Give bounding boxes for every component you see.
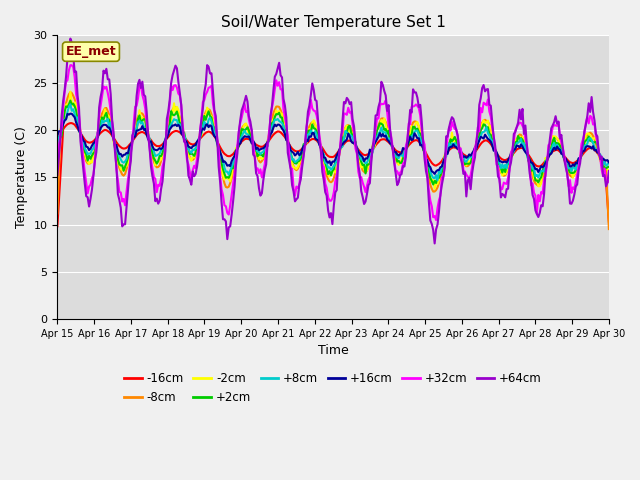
-8cm [448,135,456,141]
+2cm [449,137,457,143]
+64cm [74,93,81,98]
-2cm [67,89,74,95]
Y-axis label: Temperature (C): Temperature (C) [15,126,28,228]
+2cm [429,181,437,187]
-16cm [605,219,612,225]
-2cm [54,146,61,152]
-16cm [530,161,538,167]
Line: +64cm: +64cm [58,38,609,243]
Line: -8cm: -8cm [58,92,609,229]
+64cm [604,180,611,186]
-2cm [91,147,99,153]
+64cm [532,207,540,213]
+8cm [54,143,61,149]
-16cm [67,120,74,126]
+64cm [605,168,612,174]
+32cm [54,163,61,168]
+32cm [339,129,346,135]
+16cm [67,111,74,117]
+16cm [431,171,438,177]
-8cm [74,111,81,117]
+16cm [532,166,540,172]
+2cm [54,142,61,147]
-8cm [605,226,612,232]
-8cm [91,146,99,152]
Legend: -16cm, -8cm, -2cm, +2cm, +8cm, +16cm, +32cm, +64cm: -16cm, -8cm, -2cm, +2cm, +8cm, +16cm, +3… [120,368,547,409]
+32cm [449,123,457,129]
+8cm [434,178,442,183]
-8cm [67,89,74,95]
+64cm [91,157,99,163]
+16cm [339,142,346,147]
+16cm [604,157,611,163]
Line: -2cm: -2cm [58,92,609,189]
+16cm [54,132,61,138]
+8cm [91,140,99,146]
-16cm [448,145,456,151]
-2cm [74,111,81,117]
+32cm [91,159,99,165]
-8cm [339,136,346,142]
-2cm [431,186,438,192]
+8cm [449,142,457,147]
-16cm [339,143,346,149]
X-axis label: Time: Time [318,344,349,358]
-16cm [602,179,610,184]
Line: -16cm: -16cm [58,123,609,226]
+8cm [532,173,540,179]
Text: EE_met: EE_met [66,45,116,58]
+16cm [605,159,612,165]
+32cm [74,98,81,104]
-16cm [54,223,61,229]
+2cm [605,164,612,169]
+16cm [449,141,457,147]
+64cm [339,119,346,124]
+8cm [74,115,81,120]
Line: +16cm: +16cm [58,114,609,174]
-8cm [54,211,61,216]
+8cm [604,162,611,168]
Line: +32cm: +32cm [58,65,609,220]
-2cm [339,139,346,144]
+2cm [339,134,346,140]
+2cm [74,117,81,123]
+32cm [432,217,440,223]
-2cm [532,177,540,182]
+2cm [67,98,74,104]
+8cm [67,101,74,107]
+32cm [532,193,540,199]
+32cm [67,62,74,68]
+64cm [67,36,74,41]
+16cm [91,139,99,145]
Line: +8cm: +8cm [58,104,609,180]
+2cm [91,149,99,155]
+32cm [605,179,612,185]
-2cm [604,167,611,172]
-2cm [449,139,457,144]
Title: Soil/Water Temperature Set 1: Soil/Water Temperature Set 1 [221,15,445,30]
+64cm [54,172,61,178]
-2cm [605,168,612,174]
+8cm [339,144,346,149]
+8cm [605,159,612,165]
+64cm [431,240,438,246]
-16cm [91,137,99,143]
+64cm [449,116,457,122]
Line: +2cm: +2cm [58,101,609,184]
+32cm [604,177,611,183]
+2cm [604,164,611,170]
+2cm [532,178,540,183]
+16cm [74,123,81,129]
-8cm [530,178,538,184]
-16cm [74,126,81,132]
-8cm [602,166,610,171]
